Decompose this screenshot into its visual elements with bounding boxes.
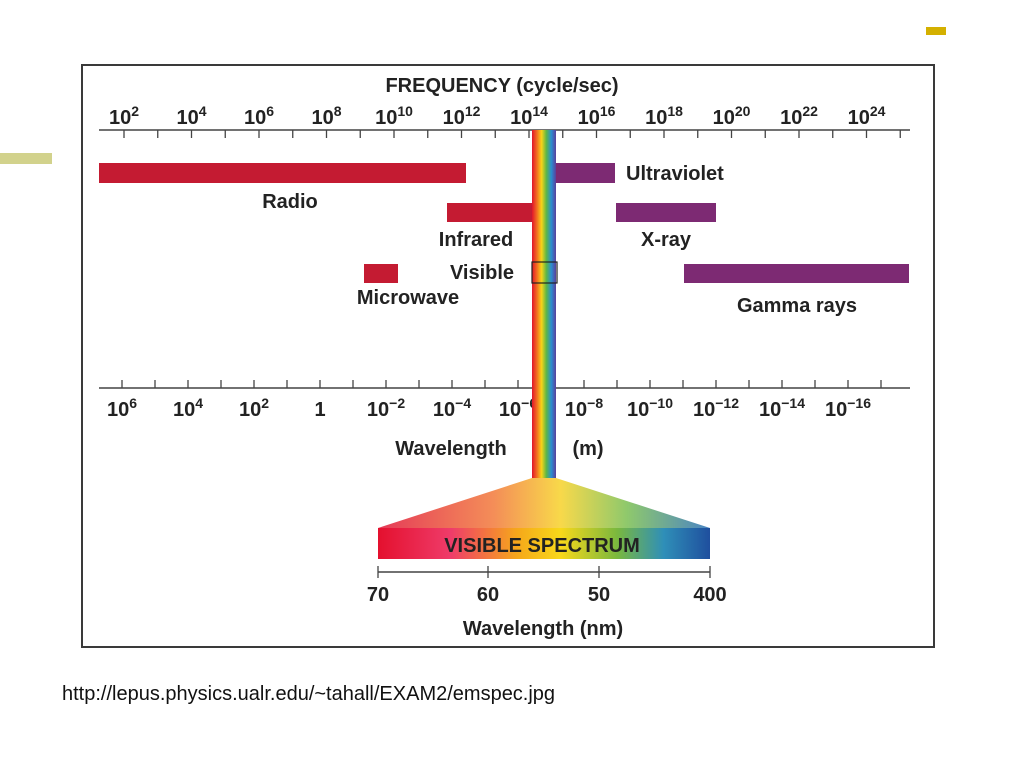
visible-label: Visible (450, 262, 514, 284)
ultraviolet-label: Ultraviolet (626, 163, 724, 185)
wavelength-tick-label: 10−8 (565, 395, 603, 421)
frequency-tick-label: 102 (109, 103, 139, 129)
microwave-label: Microwave (357, 287, 459, 309)
radio-band (99, 163, 466, 183)
spectrum-expansion-fan (378, 478, 710, 528)
frequency-axis-title: FREQUENCY (cycle/sec) (385, 75, 618, 97)
radio-label: Radio (262, 191, 318, 213)
gamma-label: Gamma rays (737, 295, 857, 317)
visible-spectrum-bar (378, 528, 710, 559)
wavelength-tick-label: 102 (239, 395, 269, 421)
nm-axis-label: Wavelength (nm) (463, 618, 623, 640)
xray-label: X-ray (641, 229, 692, 251)
frequency-axis-marks (123, 130, 901, 138)
frequency-tick-label: 1014 (510, 103, 548, 129)
wavelength-unit-label: (m) (572, 438, 603, 460)
microwave-band (364, 264, 398, 283)
wavelength-tick-label: 10−16 (825, 395, 871, 421)
frequency-tick-label: 106 (244, 103, 274, 129)
nm-tick-labels: 70 60 50 400 (367, 584, 727, 606)
wavelength-axis-label: Wavelength (395, 438, 507, 460)
frequency-tick-label: 1022 (780, 103, 818, 129)
nm-tick-label: 70 (367, 584, 389, 606)
gamma-band (684, 264, 909, 283)
wavelength-tick-label: 10−2 (367, 395, 405, 421)
wavelength-tick-label: 1 (314, 399, 325, 421)
visible-rainbow-column (532, 130, 556, 478)
frequency-tick-label: 1010 (375, 103, 413, 129)
wavelength-tick-label: 106 (107, 395, 137, 421)
wavelength-tick-label: 10−14 (759, 395, 805, 421)
nm-tick-label: 60 (477, 584, 499, 606)
slide-accent-bar (926, 27, 946, 35)
image-source-url: http://lepus.physics.ualr.edu/~tahall/EX… (62, 683, 556, 705)
frequency-tick-label: 108 (311, 103, 341, 129)
wavelength-axis-marks (121, 380, 882, 388)
wavelength-tick-labels: 106 104 102 1 10−2 10−4 10−6 10−8 10−10 10−12 10−1… (107, 395, 871, 421)
frequency-tick-label: 1020 (713, 103, 751, 129)
nm-axis-marks (377, 566, 711, 578)
wavelength-tick-label: 104 (173, 395, 203, 421)
frequency-tick-label: 1024 (848, 103, 886, 129)
slide-accent-stripe (0, 153, 52, 164)
visible-spectrum-title: VISIBLE SPECTRUM (444, 535, 640, 557)
frequency-tick-label: 1012 (443, 103, 481, 129)
wavelength-tick-label: 10−4 (433, 395, 471, 421)
infrared-band (447, 203, 533, 222)
nm-tick-label: 400 (693, 584, 726, 606)
wavelength-tick-label: 10−10 (627, 395, 673, 421)
xray-band (616, 203, 716, 222)
frequency-tick-label: 1016 (578, 103, 616, 129)
wavelength-tick-label: 10−6 (499, 395, 537, 421)
nm-tick-label: 50 (588, 584, 610, 606)
frequency-tick-labels: 102 104 106 108 1010 1012 1014 1016 1018 1020 1022… (109, 103, 886, 129)
wavelength-tick-label: 10−12 (693, 395, 739, 421)
infrared-label: Infrared (439, 229, 513, 251)
visible-highlight-box (531, 261, 558, 284)
ultraviolet-band (555, 163, 615, 183)
frequency-tick-label: 1018 (645, 103, 683, 129)
frequency-tick-label: 104 (176, 103, 206, 129)
